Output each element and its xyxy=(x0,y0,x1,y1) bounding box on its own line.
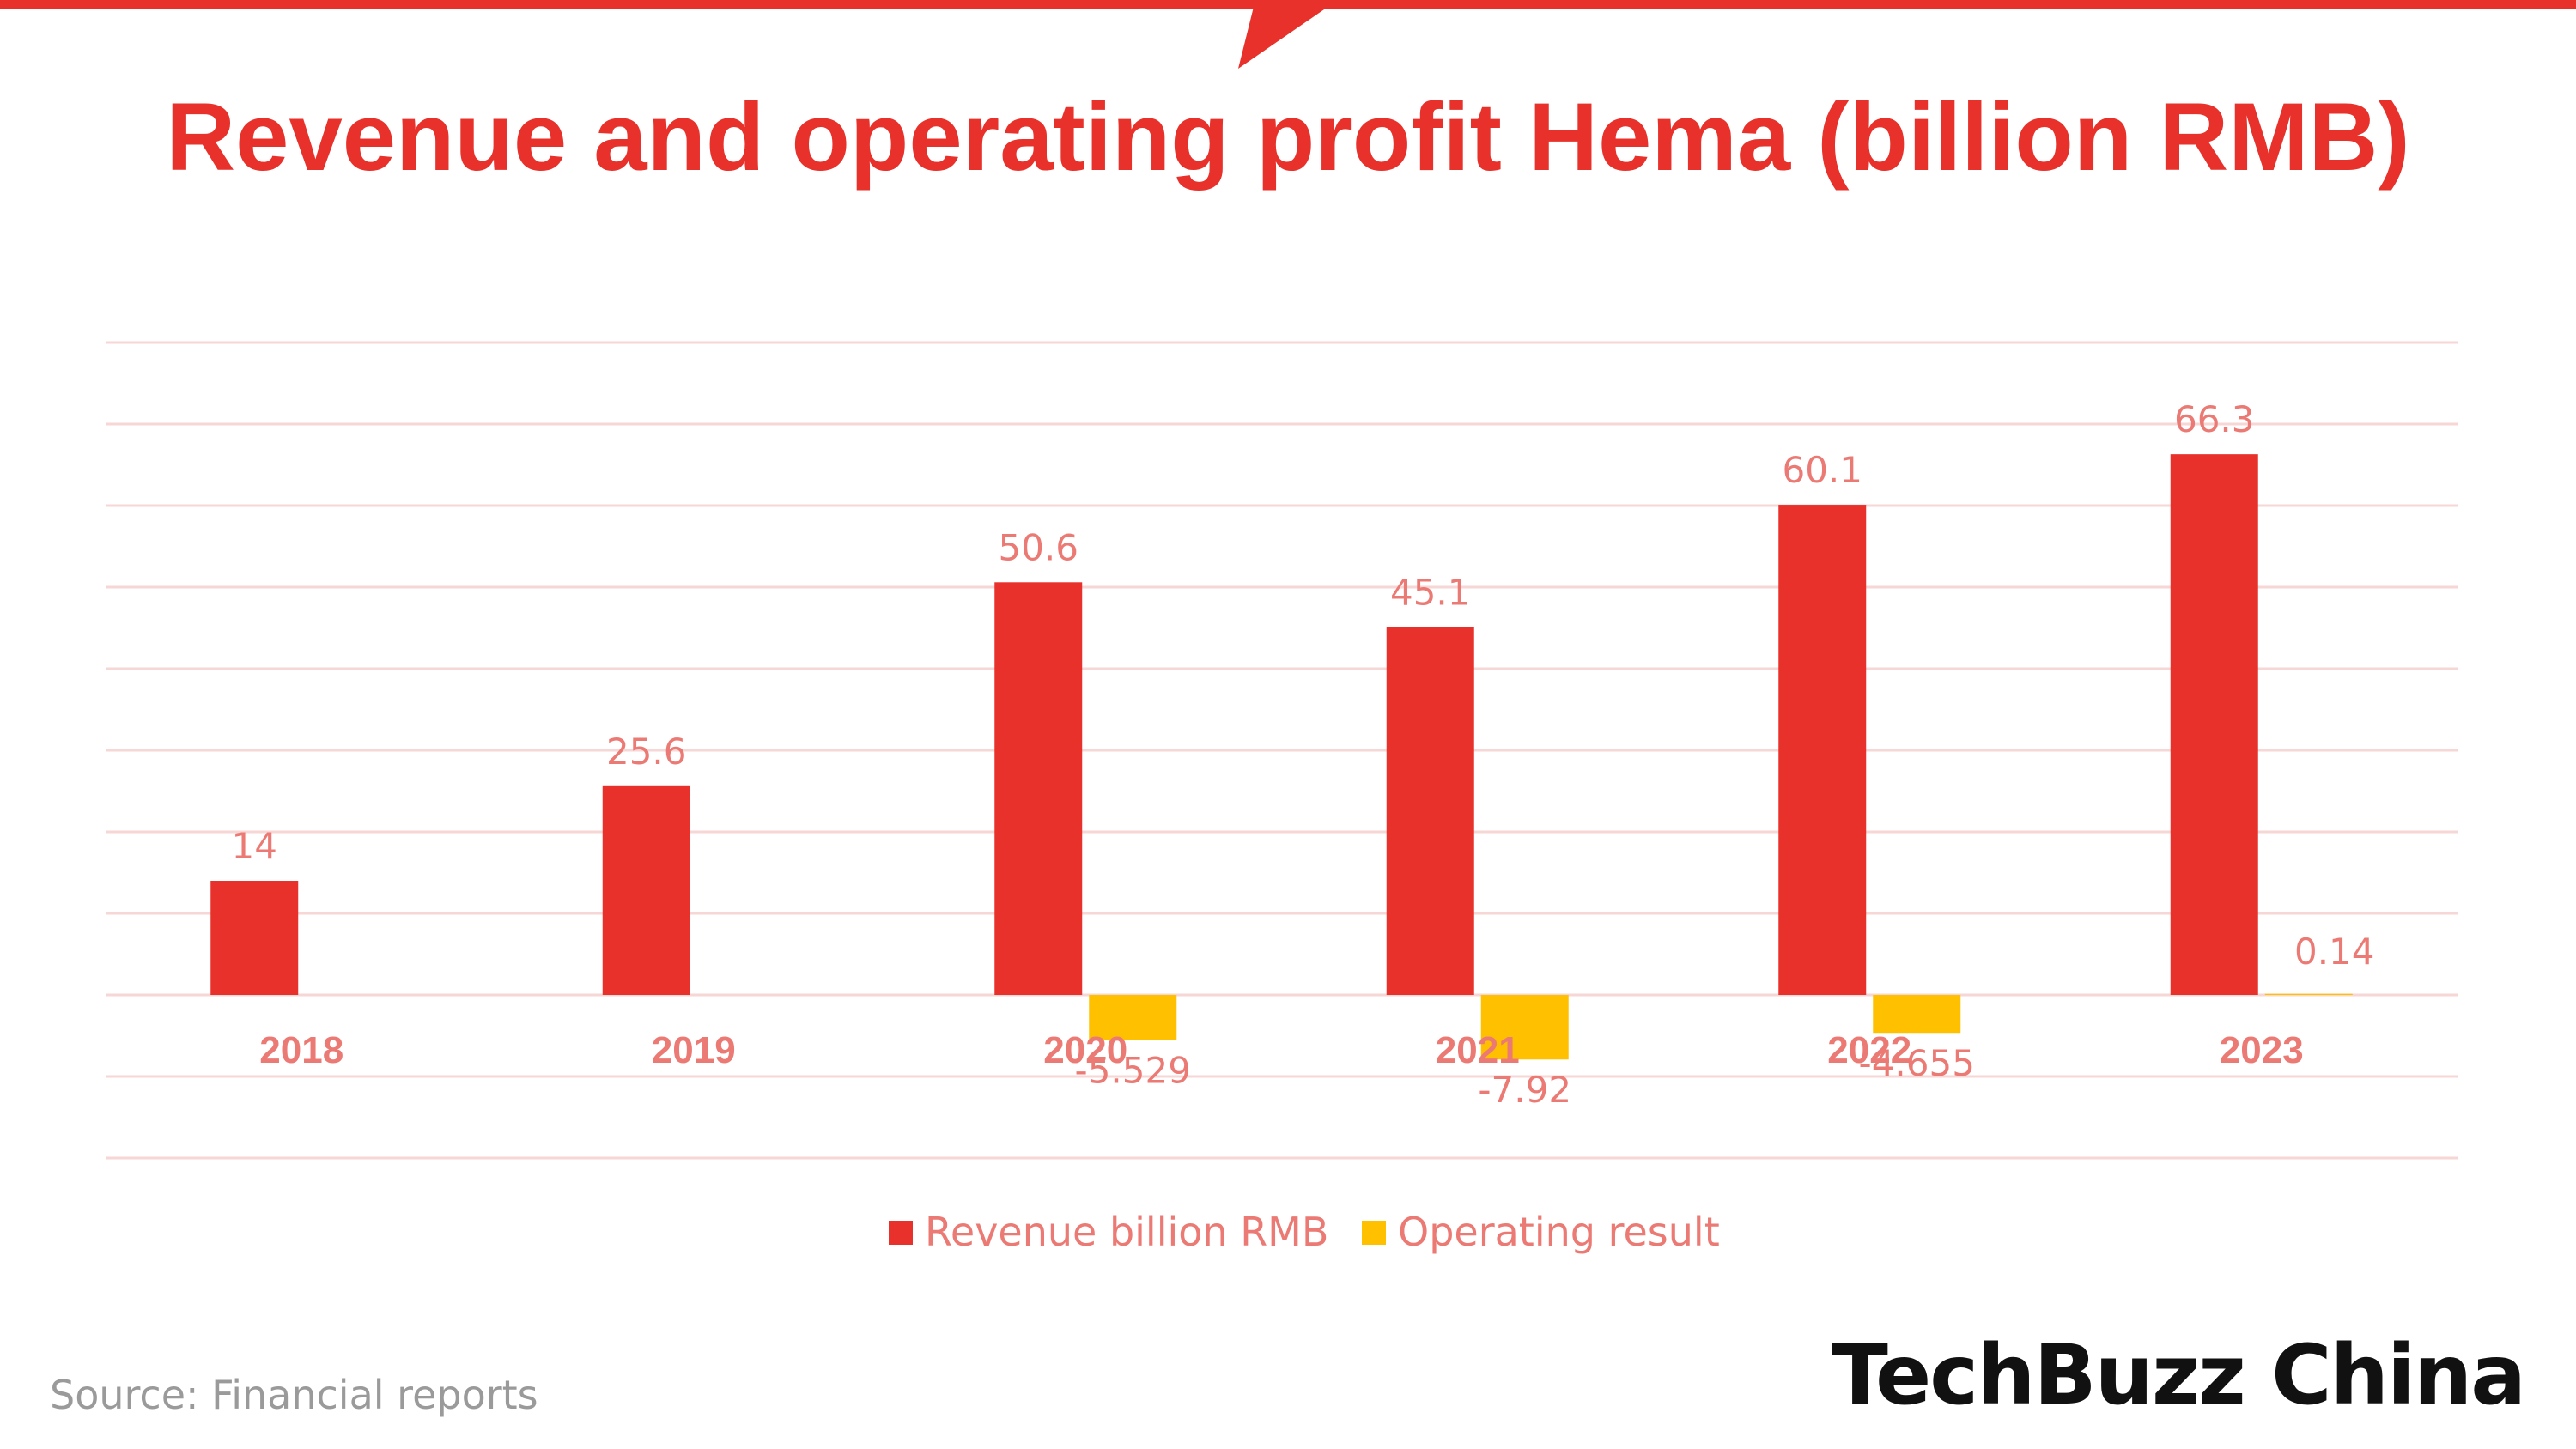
x-tick-label: 2021 xyxy=(1436,1029,1520,1071)
operating-data-label: -7.92 xyxy=(1478,1069,1571,1111)
bars xyxy=(210,454,2353,1060)
operating-data-label: -4.655 xyxy=(1859,1042,1975,1084)
revenue-data-label: 45.1 xyxy=(1390,572,1471,614)
revenue-bar xyxy=(1778,505,1867,995)
chart-title: Revenue and operating profit Hema (billi… xyxy=(166,83,2409,191)
legend-swatch xyxy=(889,1221,913,1245)
x-tick-label: 2020 xyxy=(1043,1029,1127,1071)
legend: Revenue billion RMB Operating result xyxy=(889,1209,1720,1255)
revenue-data-label: 14 xyxy=(232,825,277,867)
source-note: Source: Financial reports xyxy=(50,1372,538,1418)
operating-bar xyxy=(1480,995,1569,1060)
brand-logo: TechBuzz China xyxy=(1832,1327,2526,1423)
data-labels: 14 25.6 50.6 -5.529 45.1 -7.92 60.1 -4.655 66.3 0… xyxy=(232,398,2375,1111)
revenue-data-label: 50.6 xyxy=(998,526,1078,568)
x-tick-label: 2018 xyxy=(259,1029,343,1071)
revenue-data-label: 25.6 xyxy=(606,731,687,773)
revenue-bar xyxy=(602,785,690,995)
x-tick-label: 2019 xyxy=(652,1029,736,1071)
x-axis-ticks: 2018 2019 2020 2021 2022 2023 xyxy=(259,1029,2303,1071)
revenue-bar xyxy=(2170,454,2258,995)
legend-label: Operating result xyxy=(1398,1209,1720,1255)
operating-bar xyxy=(1089,995,1177,1040)
legend-swatch xyxy=(1362,1221,1386,1245)
revenue-bar xyxy=(994,582,1083,995)
revenue-bar xyxy=(1386,627,1474,995)
gridlines xyxy=(106,341,2458,1160)
x-tick-label: 2023 xyxy=(2220,1029,2304,1071)
revenue-data-label: 66.3 xyxy=(2174,398,2255,440)
operating-bar xyxy=(2264,993,2353,995)
x-tick-label: 2022 xyxy=(1827,1029,1911,1071)
revenue-bar xyxy=(210,881,299,995)
operating-bar xyxy=(1873,995,1961,1034)
title-notch-shape xyxy=(1238,0,1338,69)
legend-label: Revenue billion RMB xyxy=(925,1209,1328,1255)
operating-data-label: 0.14 xyxy=(2294,931,2375,973)
revenue-data-label: 60.1 xyxy=(1782,449,1862,491)
operating-data-label: -5.529 xyxy=(1075,1050,1191,1092)
